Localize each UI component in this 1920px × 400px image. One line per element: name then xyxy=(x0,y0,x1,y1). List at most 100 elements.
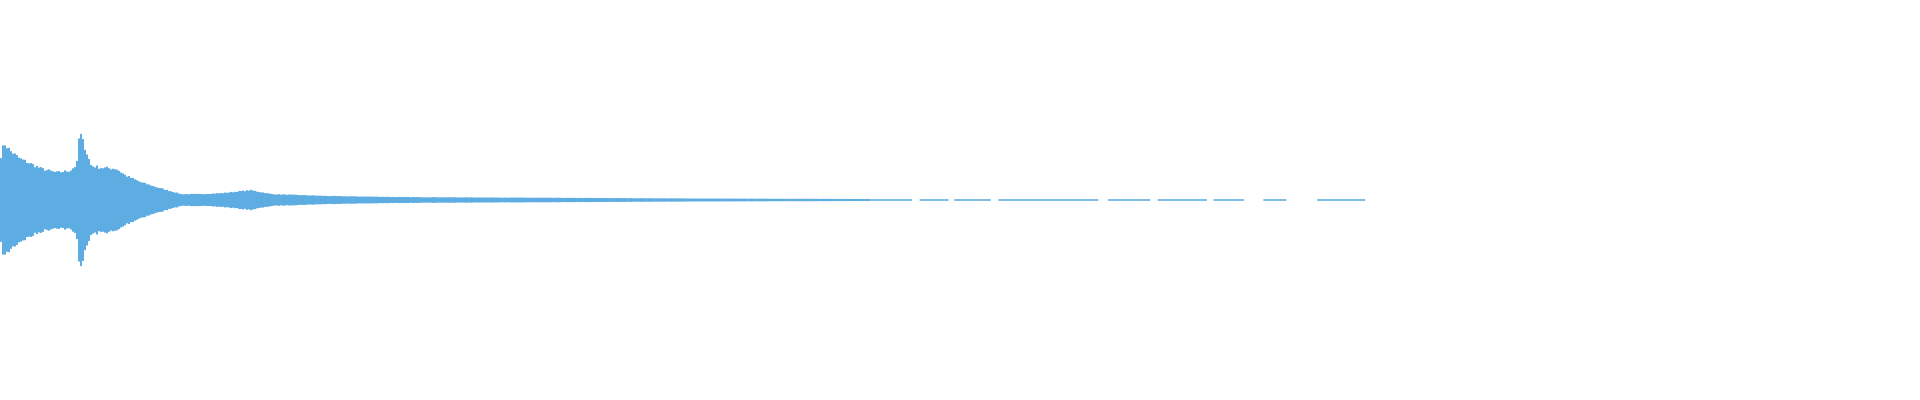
waveform-bar xyxy=(144,182,146,218)
waveform-bar xyxy=(692,198,694,202)
waveform-bar xyxy=(244,191,246,209)
waveform-bar xyxy=(224,192,226,208)
waveform-bar xyxy=(506,197,508,203)
waveform-bar xyxy=(474,197,476,203)
waveform-bar xyxy=(232,192,234,208)
waveform-segment xyxy=(998,199,1099,201)
waveform-bar xyxy=(430,197,432,203)
waveform-bar xyxy=(464,197,466,203)
waveform-bar xyxy=(358,196,360,204)
waveform-bar xyxy=(106,166,108,234)
waveform-bar xyxy=(456,197,458,203)
waveform-bar xyxy=(410,197,412,203)
waveform-bar xyxy=(306,195,308,205)
waveform-bar xyxy=(312,195,314,205)
waveform-bar xyxy=(142,182,144,218)
waveform-bar xyxy=(194,193,196,207)
waveform-bar xyxy=(522,197,524,203)
waveform-bar xyxy=(720,198,722,202)
waveform-bar xyxy=(546,197,548,203)
waveform-segment xyxy=(1107,199,1151,201)
waveform-bar xyxy=(254,190,256,210)
waveform-bar xyxy=(228,192,230,208)
waveform-bar xyxy=(262,192,264,208)
waveform-bar xyxy=(786,198,788,202)
waveform-bar xyxy=(96,165,98,235)
waveform-bar xyxy=(270,193,272,207)
waveform-bar xyxy=(822,198,824,202)
waveform-bar xyxy=(420,197,422,203)
waveform-bar xyxy=(438,197,440,203)
waveform-bar xyxy=(266,193,268,207)
waveform-bar xyxy=(328,196,330,204)
waveform-bar xyxy=(574,197,576,203)
waveform-bar xyxy=(356,196,358,204)
waveform-bar xyxy=(612,198,614,202)
waveform-bar xyxy=(78,138,80,262)
waveform-bar xyxy=(272,194,274,206)
waveform-bar xyxy=(700,198,702,202)
waveform-bar xyxy=(360,196,362,204)
waveform-bar xyxy=(540,197,542,203)
waveform-bar xyxy=(252,190,254,210)
waveform-bar xyxy=(730,198,732,202)
waveform-bar xyxy=(112,168,114,232)
waveform-bar xyxy=(172,192,174,208)
waveform-bar xyxy=(828,198,830,202)
waveform-bar xyxy=(198,193,200,207)
waveform-bar xyxy=(238,191,240,209)
waveform-bar xyxy=(818,198,820,202)
waveform-bar xyxy=(98,168,100,232)
waveform-segment xyxy=(954,199,991,201)
waveform-bar xyxy=(416,197,418,203)
waveform-bar xyxy=(332,195,334,205)
waveform-bar xyxy=(542,197,544,203)
waveform-bar xyxy=(316,195,318,205)
waveform-bar xyxy=(530,197,532,203)
waveform-bar xyxy=(326,195,328,205)
waveform-bar xyxy=(380,196,382,204)
waveform-bar xyxy=(848,198,850,202)
waveform-bar xyxy=(284,194,286,206)
waveform-bar xyxy=(178,193,180,207)
waveform-bar xyxy=(486,197,488,203)
waveform-bar xyxy=(66,171,68,229)
waveform-bar xyxy=(600,197,602,203)
waveform-bar xyxy=(746,198,748,202)
waveform-bar xyxy=(368,196,370,204)
waveform-bar xyxy=(524,197,526,203)
waveform-bar xyxy=(678,198,680,202)
waveform-bar xyxy=(322,195,324,205)
waveform-bar xyxy=(124,174,126,226)
waveform-bar xyxy=(598,198,600,202)
waveform-bar xyxy=(164,189,166,211)
waveform-bar xyxy=(832,198,834,202)
waveform-bar xyxy=(668,198,670,202)
waveform-bar xyxy=(248,190,250,210)
waveform-bar xyxy=(710,198,712,202)
waveform-bar xyxy=(138,181,140,219)
waveform-bar xyxy=(374,196,376,204)
waveform-bar xyxy=(812,198,814,202)
waveform-bar xyxy=(46,170,48,230)
waveform-bar xyxy=(396,197,398,203)
waveform-bar xyxy=(330,196,332,204)
waveform-bar xyxy=(732,198,734,202)
waveform-segment xyxy=(1213,199,1245,201)
waveform-bar xyxy=(736,198,738,202)
waveform-bar xyxy=(354,196,356,204)
waveform-bar xyxy=(38,167,40,233)
waveform-bar xyxy=(722,198,724,202)
waveform-bar xyxy=(92,166,94,234)
waveform-bar xyxy=(868,198,870,202)
waveform-bar xyxy=(426,197,428,203)
waveform-bar xyxy=(446,197,448,203)
waveform-bar xyxy=(738,198,740,202)
waveform-bar xyxy=(18,157,20,243)
waveform-bar xyxy=(626,198,628,202)
waveform-bar xyxy=(336,196,338,204)
waveform-bar xyxy=(636,198,638,202)
waveform-bar xyxy=(344,196,346,204)
waveform-bar xyxy=(34,167,36,233)
waveform-bar xyxy=(26,162,28,238)
